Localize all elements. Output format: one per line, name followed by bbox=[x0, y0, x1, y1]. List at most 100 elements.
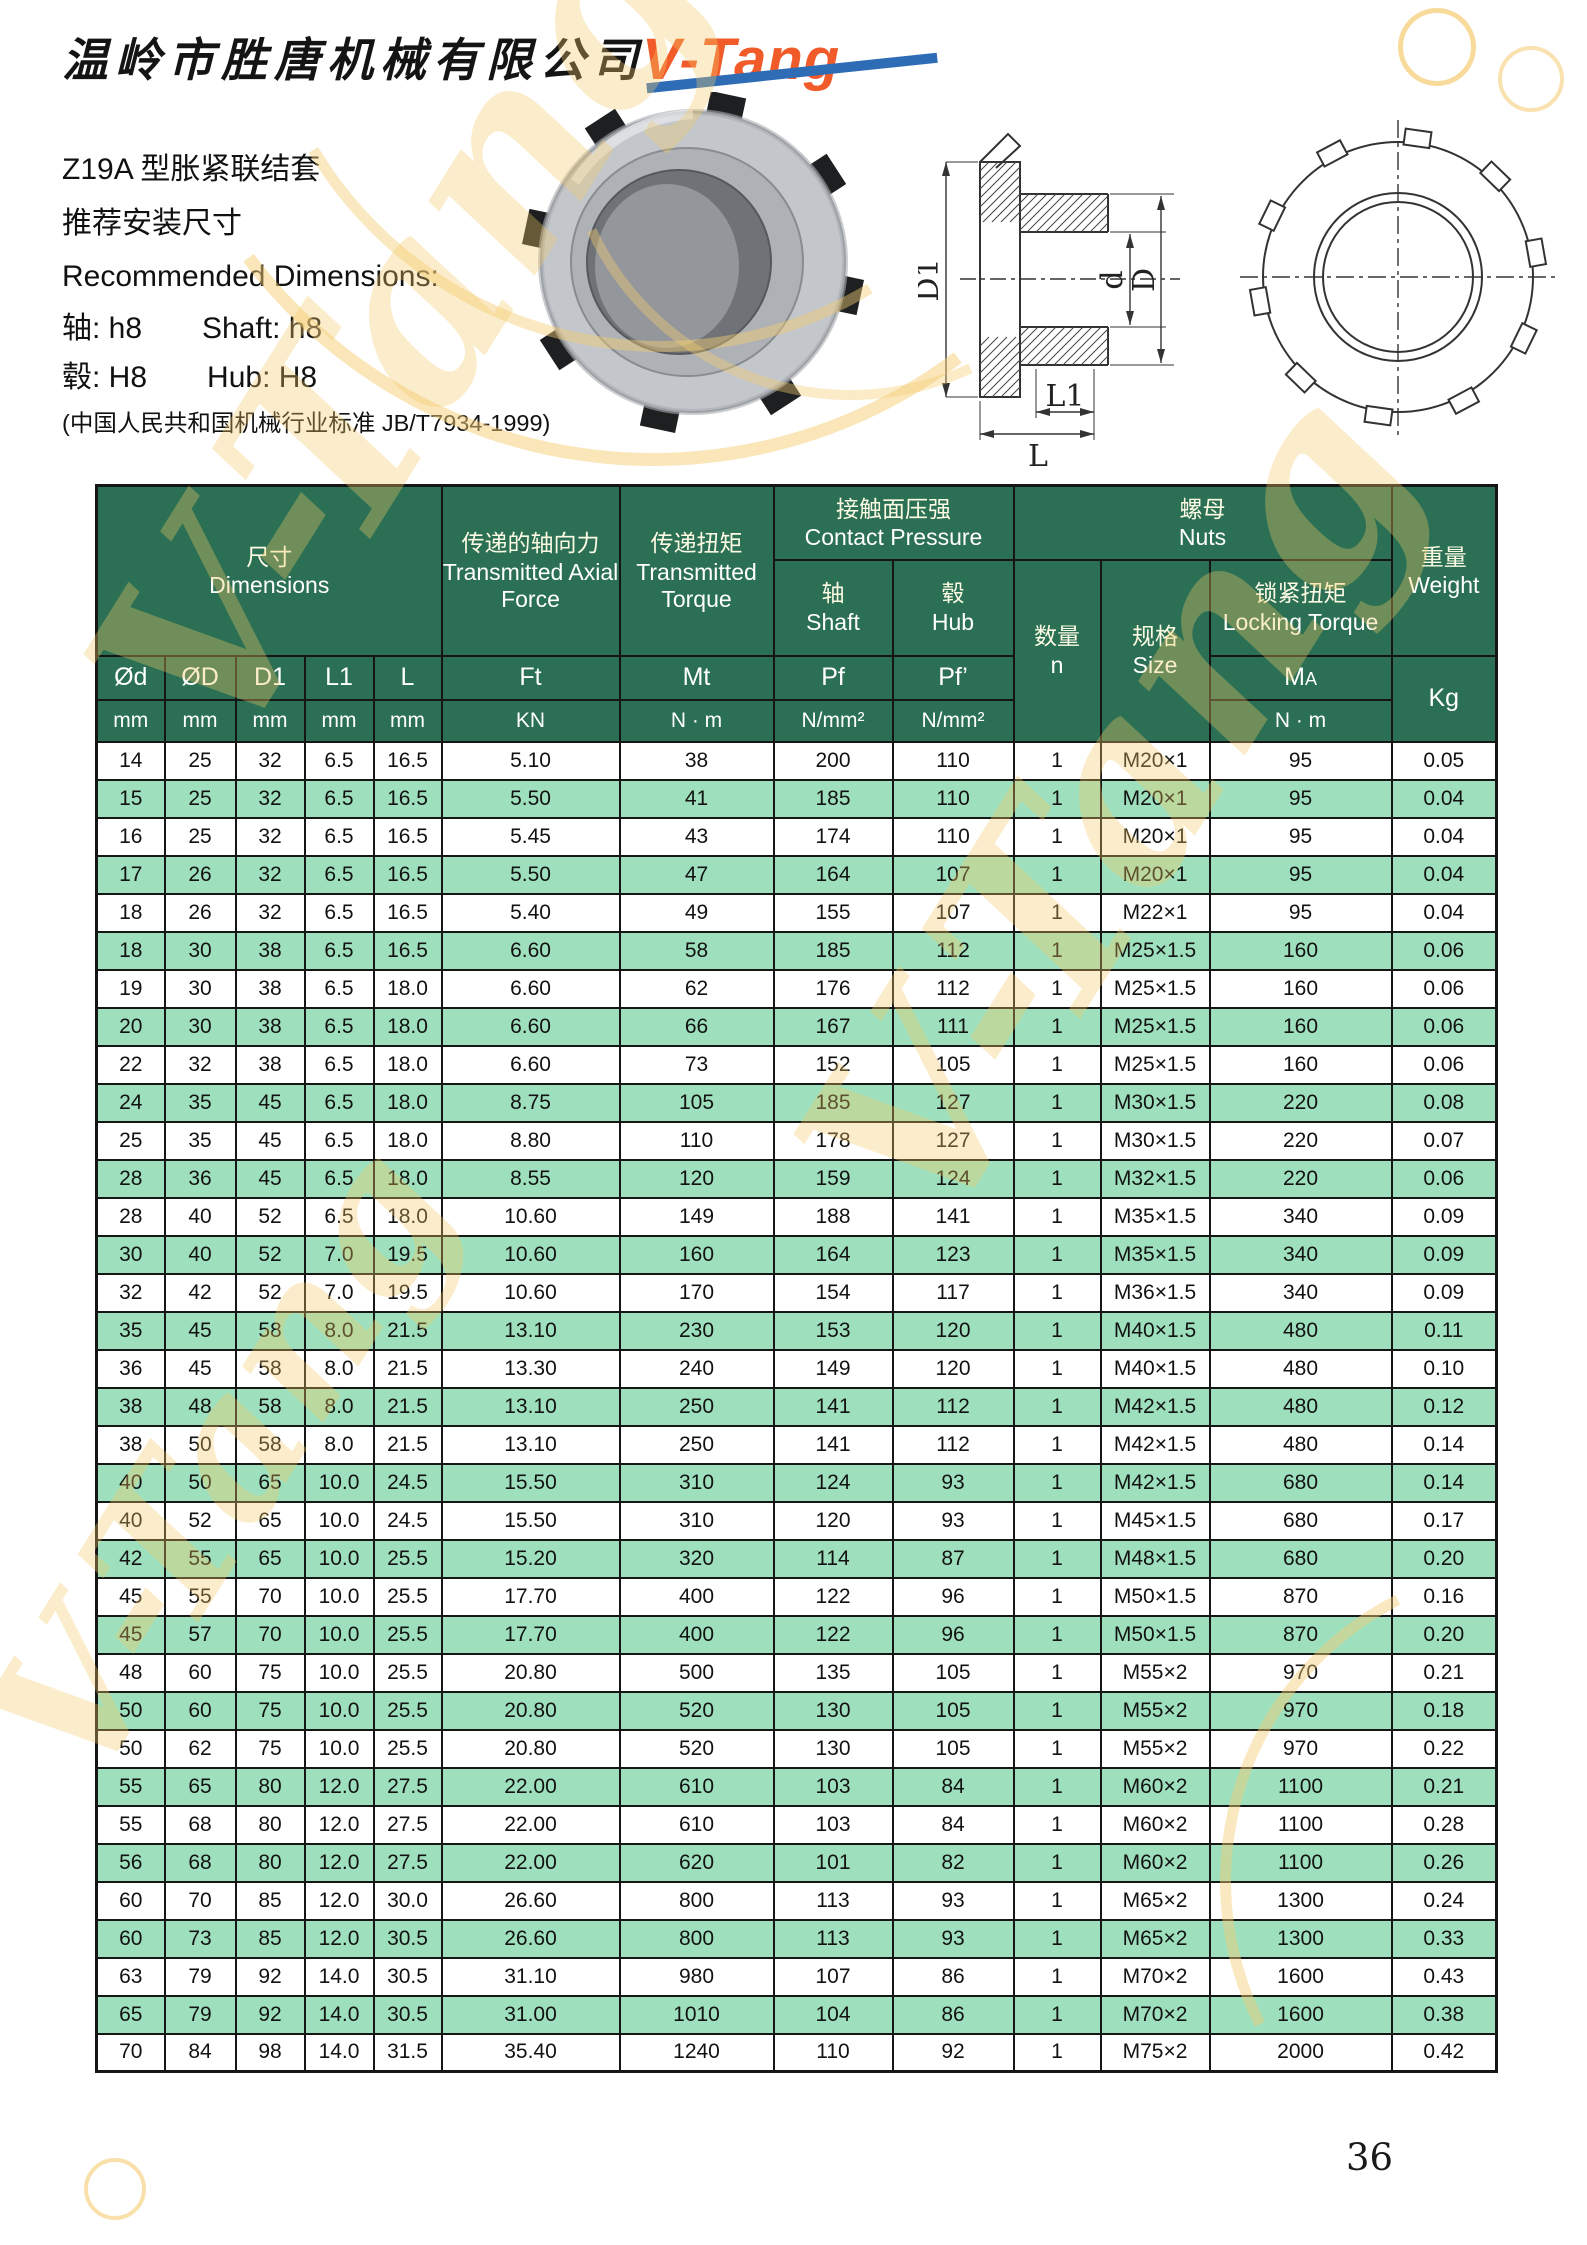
table-cell: 110 bbox=[891, 740, 1015, 781]
table-row: 50 60 75 10.0 25.5 20.80 520 130 105 1 M55×2 970 0.1… bbox=[95, 1690, 1498, 1731]
table-cell: 16.5 bbox=[372, 816, 443, 857]
header-locking-torque: 锁紧扭矩 Locking Torque bbox=[1208, 558, 1393, 657]
table-cell: 19.5 bbox=[372, 1272, 443, 1313]
table-cell: 0.42 bbox=[1390, 2032, 1498, 2073]
table-cell: 0.09 bbox=[1390, 1234, 1498, 1275]
table-cell: 1 bbox=[1012, 1006, 1102, 1047]
table-cell: 26.60 bbox=[440, 1880, 621, 1921]
table-cell: 123 bbox=[891, 1234, 1015, 1275]
table-cell: 25.5 bbox=[372, 1614, 443, 1655]
table-cell: 1 bbox=[1012, 1652, 1102, 1693]
table-cell: M48×1.5 bbox=[1099, 1538, 1211, 1579]
table-cell: 112 bbox=[891, 968, 1015, 1009]
table-cell: 340 bbox=[1208, 1272, 1393, 1313]
table-cell: 141 bbox=[772, 1424, 894, 1465]
table-cell: 240 bbox=[618, 1348, 775, 1389]
table-cell: 24 bbox=[95, 1082, 166, 1123]
symbol-mt: Mt bbox=[618, 654, 775, 701]
table-cell: M30×1.5 bbox=[1099, 1082, 1211, 1123]
table-cell: 48 bbox=[163, 1386, 237, 1427]
table-row: 48 60 75 10.0 25.5 20.80 500 135 105 1 M55×2 970 0.2… bbox=[95, 1652, 1498, 1693]
table-cell: 8.0 bbox=[303, 1386, 375, 1427]
table-cell: M22×1 bbox=[1099, 892, 1211, 933]
table-cell: 92 bbox=[234, 1956, 306, 1997]
table-row: 56 68 80 12.0 27.5 22.00 620 101 82 1 M60×2 1100 0.2… bbox=[95, 1842, 1498, 1883]
table-cell: 0.21 bbox=[1390, 1766, 1498, 1807]
symbol-oD: ØD bbox=[163, 654, 237, 701]
hub-fit-line: 毂: H8 Hub: H8 bbox=[62, 356, 462, 400]
table-cell: 13.10 bbox=[440, 1310, 621, 1351]
unit-mm-4: mm bbox=[303, 698, 375, 743]
table-cell: 1 bbox=[1012, 1044, 1102, 1085]
table-cell: 82 bbox=[891, 1842, 1015, 1883]
table-cell: 42 bbox=[95, 1538, 166, 1579]
table-cell: M25×1.5 bbox=[1099, 1044, 1211, 1085]
table-cell: 14 bbox=[95, 740, 166, 781]
table-cell: 1300 bbox=[1208, 1918, 1393, 1959]
table-cell: 6.5 bbox=[303, 1006, 375, 1047]
table-cell: 0.09 bbox=[1390, 1272, 1498, 1313]
table-cell: 63 bbox=[95, 1956, 166, 1997]
symbol-pf2: Pf’ bbox=[891, 654, 1015, 701]
table-cell: 120 bbox=[891, 1348, 1015, 1389]
table-cell: 1 bbox=[1012, 1120, 1102, 1161]
product-subtitle-en: Recommended Dimensions: bbox=[62, 260, 439, 293]
table-cell: 25.5 bbox=[372, 1538, 443, 1579]
table-cell: M25×1.5 bbox=[1099, 1006, 1211, 1047]
table-cell: M36×1.5 bbox=[1099, 1272, 1211, 1313]
table-cell: 12.0 bbox=[303, 1804, 375, 1845]
table-cell: 153 bbox=[772, 1310, 894, 1351]
table-cell: 130 bbox=[772, 1728, 894, 1769]
watermark-ring bbox=[84, 2158, 146, 2220]
table-cell: 1010 bbox=[618, 1994, 775, 2035]
table-cell: 62 bbox=[163, 1728, 237, 1769]
table-cell: 65 bbox=[234, 1538, 306, 1579]
table-cell: 27.5 bbox=[372, 1766, 443, 1807]
table-cell: 0.26 bbox=[1390, 1842, 1498, 1883]
table-cell: 800 bbox=[618, 1918, 775, 1959]
table-cell: 92 bbox=[234, 1994, 306, 2035]
table-cell: 122 bbox=[772, 1576, 894, 1617]
table-cell: 19.5 bbox=[372, 1234, 443, 1275]
table-row: 38 48 58 8.0 21.5 13.10 250 141 112 1 M42×1.5 480 0.… bbox=[95, 1386, 1498, 1427]
table-cell: 18.0 bbox=[372, 1158, 443, 1199]
table-row: 50 62 75 10.0 25.5 20.80 520 130 105 1 M55×2 970 0.2… bbox=[95, 1728, 1498, 1769]
table-cell: 160 bbox=[618, 1234, 775, 1275]
table-cell: 0.04 bbox=[1390, 854, 1498, 895]
table-cell: 5.50 bbox=[440, 778, 621, 819]
table-cell: 95 bbox=[1208, 854, 1393, 895]
unit-mm-5: mm bbox=[372, 698, 443, 743]
table-cell: 47 bbox=[618, 854, 775, 895]
table-row: 45 55 70 10.0 25.5 17.70 400 122 96 1 M50×1.5 870 0.… bbox=[95, 1576, 1498, 1617]
table-cell: 620 bbox=[618, 1842, 775, 1883]
table-cell: 480 bbox=[1208, 1310, 1393, 1351]
table-cell: 26.60 bbox=[440, 1918, 621, 1959]
unit-nm-1: N · m bbox=[618, 698, 775, 743]
table-cell: 86 bbox=[891, 1994, 1015, 2035]
table-cell: 14.0 bbox=[303, 1994, 375, 2035]
table-row: 36 45 58 8.0 21.5 13.30 240 149 120 1 M40×1.5 480 0.… bbox=[95, 1348, 1498, 1389]
table-cell: 135 bbox=[772, 1652, 894, 1693]
table-cell: 107 bbox=[772, 1956, 894, 1997]
header-shaft: 轴 Shaft bbox=[772, 558, 894, 657]
table-cell: 80 bbox=[234, 1766, 306, 1807]
table-cell: 30 bbox=[163, 930, 237, 971]
table-cell: 73 bbox=[618, 1044, 775, 1085]
table-body: 14 25 32 6.5 16.5 5.10 38 200 110 1 M20×1 95 0.05 15 2… bbox=[95, 740, 1498, 2073]
table-cell: 107 bbox=[891, 892, 1015, 933]
table-cell: 174 bbox=[772, 816, 894, 857]
table-cell: 26 bbox=[163, 892, 237, 933]
table-cell: M42×1.5 bbox=[1099, 1462, 1211, 1503]
table-cell: 10.0 bbox=[303, 1728, 375, 1769]
table-cell: 86 bbox=[891, 1956, 1015, 1997]
table-cell: 6.5 bbox=[303, 968, 375, 1009]
table-cell: 105 bbox=[891, 1728, 1015, 1769]
table-cell: M60×2 bbox=[1099, 1804, 1211, 1845]
table-cell: 980 bbox=[618, 1956, 775, 1997]
table-cell: 167 bbox=[772, 1006, 894, 1047]
unit-mm-2: mm bbox=[163, 698, 237, 743]
table-cell: 50 bbox=[163, 1424, 237, 1465]
table-cell: 21.5 bbox=[372, 1310, 443, 1351]
table-cell: 95 bbox=[1208, 740, 1393, 781]
table-cell: 124 bbox=[772, 1462, 894, 1503]
